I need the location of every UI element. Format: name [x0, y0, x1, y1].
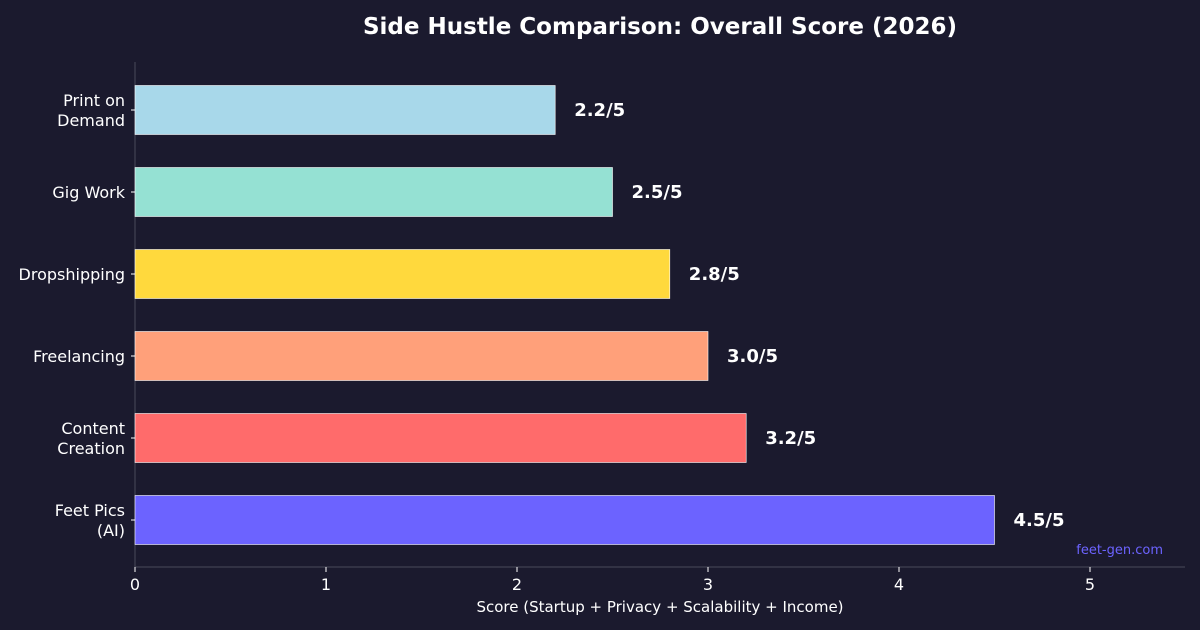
x-tick-label: 3 — [703, 575, 713, 594]
x-tick-label: 4 — [894, 575, 904, 594]
x-tick-label: 2 — [512, 575, 522, 594]
bar-value-label: 3.2/5 — [765, 428, 816, 449]
y-tick-label: Content Creation — [57, 419, 125, 458]
x-tick-label: 1 — [321, 575, 331, 594]
bar — [134, 85, 556, 135]
x-tick-label: 0 — [130, 575, 140, 594]
bar-value-label: 2.8/5 — [689, 264, 740, 285]
bar — [134, 331, 709, 381]
y-tick-label: Feet Pics (AI) — [55, 501, 125, 540]
bar-value-label: 3.0/5 — [727, 346, 778, 367]
x-tick-label: 5 — [1085, 575, 1095, 594]
bar-value-label: 4.5/5 — [1014, 510, 1065, 531]
bar — [134, 167, 613, 217]
bar — [134, 495, 995, 545]
y-tick-label: Dropshipping — [19, 265, 125, 284]
chart-title: Side Hustle Comparison: Overall Score (2… — [363, 14, 957, 40]
chart-bars: 2.2/5 2.5/5 2.8/5 3.0/5 3.2/5 4.5/5 — [134, 85, 1065, 545]
chart-axes: 0 1 2 3 4 5 Print on Demand Gig Work Dropshipping… — [19, 62, 1185, 594]
watermark: feet-gen.com — [1076, 543, 1163, 558]
x-axis-label: Score (Startup + Privacy + Scalability +… — [476, 598, 843, 616]
bar-value-label: 2.5/5 — [632, 182, 683, 203]
bar — [134, 249, 671, 299]
bar — [134, 413, 747, 463]
y-tick-label: Print on Demand — [57, 91, 125, 130]
y-tick-label: Freelancing — [33, 347, 125, 366]
bar-value-label: 2.2/5 — [574, 100, 625, 121]
y-tick-label: Gig Work — [52, 183, 125, 202]
